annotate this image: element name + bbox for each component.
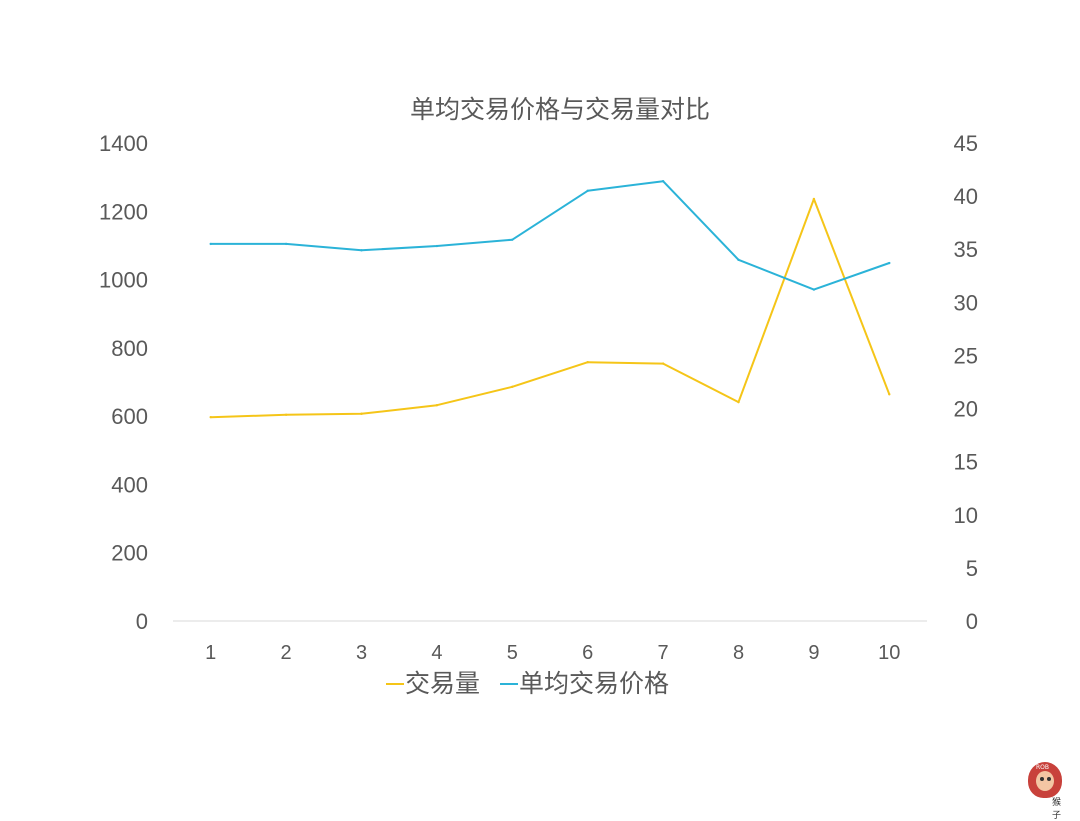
right-y-tick-label: 25 bbox=[954, 343, 978, 368]
right-y-tick-label: 5 bbox=[966, 556, 978, 581]
data-point bbox=[511, 238, 514, 241]
left-y-tick-label: 1000 bbox=[99, 268, 148, 293]
right-y-tick-label: 30 bbox=[954, 290, 978, 315]
x-tick-label: 5 bbox=[507, 642, 518, 664]
left-y-axis-ticks: 0 200 400 600 800 1000 1200 1400 bbox=[99, 131, 148, 634]
x-axis-ticks: 1 2 3 4 5 6 7 8 9 10 bbox=[205, 642, 900, 664]
series-layer bbox=[209, 180, 891, 419]
left-y-tick-label: 600 bbox=[111, 404, 148, 429]
data-point bbox=[737, 258, 740, 262]
left-y-tick-label: 800 bbox=[111, 336, 148, 361]
data-point bbox=[284, 242, 288, 246]
right-y-axis-ticks: 0 5 10 15 20 25 30 35 40 45 bbox=[954, 131, 978, 634]
x-tick-label: 2 bbox=[281, 642, 292, 664]
right-y-tick-label: 35 bbox=[954, 237, 978, 262]
x-tick-label: 6 bbox=[582, 642, 593, 664]
left-y-tick-label: 0 bbox=[136, 609, 148, 634]
legend-label-2: 单均交易价格 bbox=[519, 669, 669, 698]
right-y-tick-label: 40 bbox=[954, 184, 978, 209]
data-point bbox=[360, 249, 363, 252]
x-tick-label: 7 bbox=[658, 642, 669, 664]
left-y-tick-label: 1400 bbox=[99, 131, 148, 156]
right-y-tick-label: 45 bbox=[954, 131, 978, 156]
legend: 交易量 单均交易价格 bbox=[386, 669, 669, 698]
data-point bbox=[511, 385, 514, 388]
data-point bbox=[661, 180, 665, 183]
x-tick-label: 8 bbox=[733, 642, 744, 664]
x-tick-label: 4 bbox=[431, 642, 442, 664]
data-point bbox=[360, 412, 363, 415]
data-point bbox=[284, 413, 288, 416]
data-point bbox=[737, 400, 740, 404]
chart-title: 单均交易价格与交易量对比 bbox=[410, 95, 710, 124]
data-point bbox=[435, 404, 439, 407]
right-y-tick-label: 20 bbox=[954, 397, 978, 422]
data-point bbox=[209, 242, 212, 246]
data-point bbox=[888, 393, 891, 396]
x-tick-label: 10 bbox=[878, 642, 900, 664]
data-point bbox=[586, 360, 589, 364]
left-y-tick-label: 400 bbox=[111, 472, 148, 497]
legend-label-1: 交易量 bbox=[405, 669, 480, 698]
logo-name: 猴子 bbox=[1052, 798, 1062, 821]
monkey-logo: ROB 猴子 bbox=[1024, 762, 1068, 821]
right-y-tick-label: 0 bbox=[966, 609, 978, 634]
data-point bbox=[812, 288, 816, 291]
right-y-tick-label: 10 bbox=[954, 503, 978, 528]
left-y-tick-label: 200 bbox=[111, 541, 148, 566]
left-y-tick-label: 1200 bbox=[99, 199, 148, 224]
x-tick-label: 3 bbox=[356, 642, 367, 664]
x-tick-label: 9 bbox=[808, 642, 819, 664]
data-point bbox=[435, 244, 439, 248]
logo-tag: ROB bbox=[1036, 764, 1050, 771]
data-point bbox=[661, 362, 665, 365]
series-line-2 bbox=[210, 180, 890, 291]
series-line-1 bbox=[210, 198, 891, 419]
x-tick-label: 1 bbox=[205, 642, 216, 664]
data-point bbox=[209, 415, 212, 419]
data-point bbox=[812, 197, 816, 201]
data-point bbox=[888, 261, 891, 265]
right-y-tick-label: 15 bbox=[954, 450, 978, 475]
data-point bbox=[586, 189, 589, 192]
